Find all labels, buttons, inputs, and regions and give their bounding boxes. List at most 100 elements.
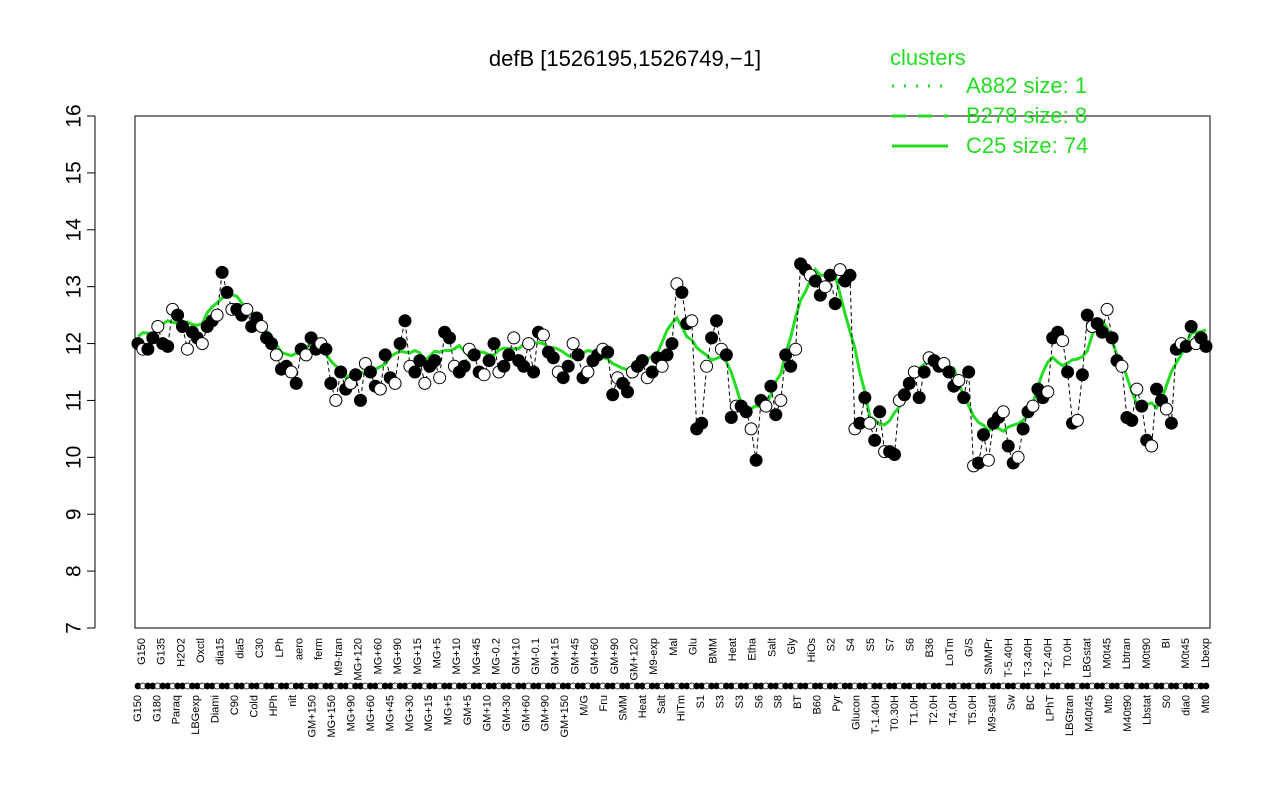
data-point <box>220 285 234 299</box>
x-tick-label: ferm <box>313 638 325 660</box>
data-point <box>744 422 758 436</box>
x-tick-label: SMMPr <box>983 638 995 675</box>
data-point <box>1056 334 1070 348</box>
data-point <box>759 399 773 413</box>
data-point <box>912 391 926 405</box>
legend-entry-b278: B278 size: 8 <box>890 101 1088 131</box>
x-tick-label: LBGstat <box>1082 638 1094 678</box>
x-tick-label: SMM <box>617 695 629 721</box>
data-point <box>868 433 882 447</box>
data-point <box>1075 368 1089 382</box>
x-tick-label: M40t45 <box>1083 695 1095 732</box>
x-tick-label: S6 <box>753 695 765 708</box>
x-tick-label: B36 <box>924 638 936 658</box>
data-point <box>289 376 303 390</box>
data-point <box>215 265 229 279</box>
data-point <box>1150 382 1164 396</box>
x-tick-label: dia15 <box>215 638 227 665</box>
data-point <box>774 393 788 407</box>
legend-label: C25 size: 74 <box>966 133 1089 158</box>
x-tick-label: T-5.40H <box>1003 638 1015 677</box>
x-tick-label: G150 <box>132 695 144 722</box>
data-point <box>843 268 857 282</box>
x-tick-label: aero <box>294 638 306 660</box>
x-tick-label: GM-0.1 <box>530 638 542 675</box>
legend-title: clusters <box>890 45 966 70</box>
data-point <box>962 365 976 379</box>
data-point <box>571 348 585 362</box>
x-tick-label: MG+10 <box>451 638 463 674</box>
x-tick-label: Lbstat <box>1142 695 1154 725</box>
data-point <box>1115 359 1129 373</box>
x-tick-label: Salt <box>766 638 778 657</box>
data-point <box>942 365 956 379</box>
data-point <box>566 337 580 351</box>
x-tick-label: M9-tran <box>333 638 345 676</box>
data-point <box>897 388 911 402</box>
x-tick-label: GM+150 <box>307 695 319 738</box>
data-point <box>393 337 407 351</box>
data-point <box>1159 402 1173 416</box>
x-tick-label: BI <box>1161 638 1173 648</box>
data-point <box>635 354 649 368</box>
data-point <box>334 365 348 379</box>
data-point <box>863 416 877 430</box>
data-point <box>917 365 931 379</box>
data-point <box>621 385 634 399</box>
y-tick-label: 10 <box>63 446 86 469</box>
x-tick-label: T2.0H <box>928 695 940 725</box>
x-tick-label: Pyr <box>831 695 843 712</box>
y-tick-label: 12 <box>63 332 86 355</box>
data-point <box>522 337 536 351</box>
legend-label: A882 size: 1 <box>966 73 1088 98</box>
data-point <box>581 365 595 379</box>
x-tick-label: Diami <box>210 695 222 723</box>
data-point <box>739 405 753 419</box>
x-tick-label: Salt <box>656 695 668 714</box>
data-point <box>388 376 402 390</box>
data-point <box>1105 331 1119 345</box>
x-tick-label: S5 <box>865 638 877 651</box>
data-point <box>655 359 669 373</box>
data-point <box>823 268 837 282</box>
x-tick-label: B60 <box>812 695 824 715</box>
x-tick-label: C30 <box>254 638 266 658</box>
data-point <box>1041 385 1055 399</box>
x-tick-label: G/S <box>964 638 976 657</box>
data-point <box>373 382 387 396</box>
data-point <box>952 374 966 387</box>
x-tick-label: GM+30 <box>501 695 513 731</box>
x-tick-label: MG+30 <box>404 695 416 731</box>
x-tick-label: BT <box>792 695 804 709</box>
data-point <box>749 453 763 467</box>
data-point <box>141 342 155 356</box>
data-point <box>517 359 531 373</box>
data-point <box>833 263 847 277</box>
x-tick-label: dia5 <box>234 638 246 659</box>
x-tick-label: G180 <box>151 695 163 722</box>
data-point <box>299 348 313 362</box>
x-tick-label: Gly <box>786 637 798 654</box>
x-tick-label: HiTm <box>676 695 688 721</box>
x-tick-label: MG+15 <box>423 695 435 731</box>
x-tick-label: H2O2 <box>175 638 187 667</box>
dashed-line-icon <box>892 114 948 118</box>
y-tick-label: 9 <box>63 508 86 520</box>
data-point <box>349 368 363 382</box>
x-tick-label: G135 <box>156 638 168 665</box>
data-point <box>808 274 822 288</box>
x-tick-label: T-3.40H <box>1023 638 1035 677</box>
data-point <box>502 348 516 362</box>
legend-entry-a882: A882 size: 1 <box>890 71 1088 101</box>
data-point <box>329 393 343 407</box>
x-tick-label: GM+10 <box>510 638 522 674</box>
y-tick-label: 13 <box>63 275 86 298</box>
x-tick-label: GM+150 <box>559 695 571 738</box>
x-tick-label: T-1.40H <box>870 695 882 734</box>
x-tick-label: GM+45 <box>569 638 581 674</box>
x-tick-label: HPh <box>268 695 280 716</box>
data-point <box>171 308 185 322</box>
x-tick-label: GM+120 <box>629 638 641 681</box>
x-tick-label: HiOs <box>806 637 818 662</box>
